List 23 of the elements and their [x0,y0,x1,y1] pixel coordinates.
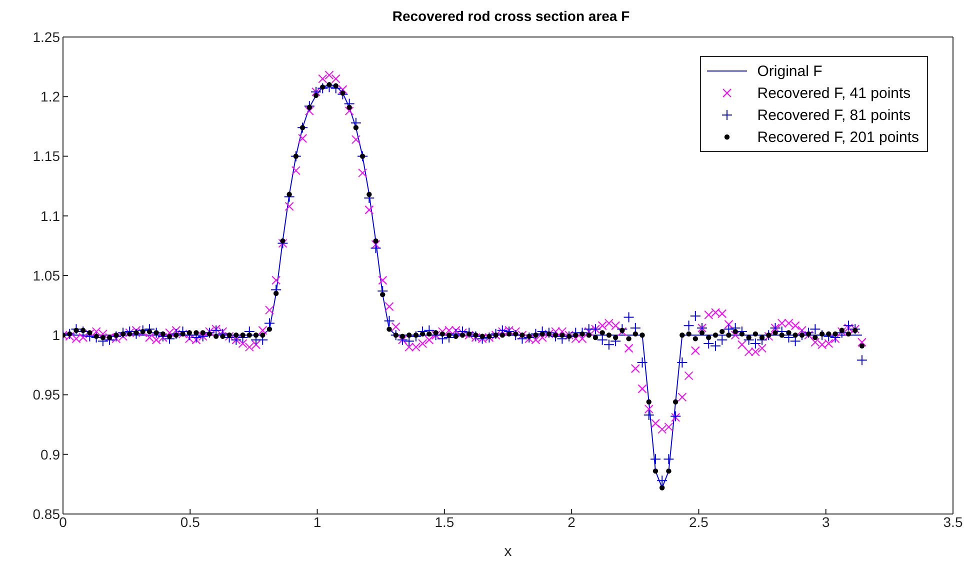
legend-label: Recovered F, 41 points [757,84,911,102]
y-tick-label: 0.95 [32,386,60,403]
x-tick-label: 0 [59,514,68,530]
chart-title: Recovered rod cross section area F [391,8,631,24]
y-tick-label: 1.2 [40,88,60,105]
x-tick-label: 0.5 [180,514,200,530]
x-tick-label: 3.5 [943,514,963,530]
x-tick-label: 2.5 [688,514,709,530]
x-tick-label: 3 [822,514,830,530]
y-tick-label: 0.85 [32,506,60,522]
y-tick-label: 1.05 [32,267,60,284]
legend-label: Recovered F, 201 points [757,128,919,146]
legend-label: Recovered F, 81 points [757,106,911,124]
x-tick-label: 1.5 [434,514,454,530]
x-tick-label: 2 [568,514,576,530]
x-tick-label: 1 [313,514,322,530]
legend-label: Original F [757,62,822,80]
x-axis-title: x [504,543,512,560]
y-tick-label: 0.9 [40,446,60,462]
y-tick-label: 1 [52,327,60,344]
y-tick-label: 1.15 [32,148,60,164]
y-tick-label: 1.25 [32,28,60,45]
y-tick-label: 1.1 [40,208,60,224]
